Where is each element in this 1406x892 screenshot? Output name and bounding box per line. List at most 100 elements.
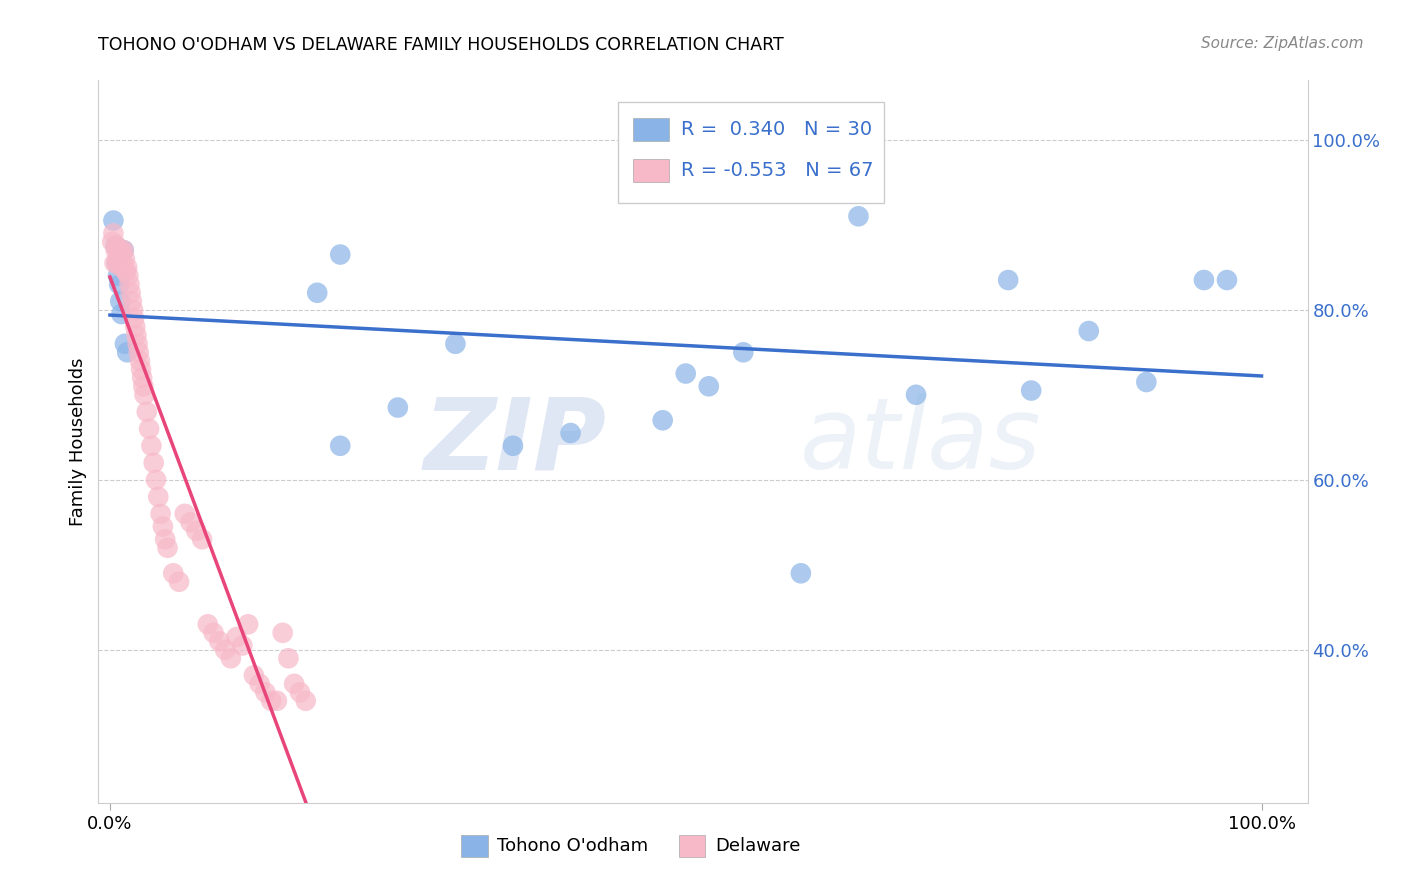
Point (167, 574, 190, 589)
Point (103, 227, 125, 241)
Point (135, 405, 157, 419)
Point (254, 685, 277, 699)
Point (114, 336, 136, 351)
Point (288, 685, 311, 699)
FancyBboxPatch shape (619, 102, 884, 203)
Point (105, 256, 128, 270)
Point (108, 256, 131, 270)
Point (180, 516, 202, 530)
Point (104, 239, 127, 253)
Point (329, 439, 352, 453)
Point (266, 694, 288, 708)
Point (997, 273, 1019, 287)
Bar (461, 835, 488, 857)
Point (124, 319, 146, 334)
Point (110, 307, 132, 321)
Point (214, 642, 236, 657)
Point (243, 668, 266, 682)
Point (125, 328, 148, 343)
Point (110, 244, 132, 258)
Text: ZIP: ZIP (423, 393, 606, 490)
Point (114, 252, 136, 266)
Point (148, 490, 170, 504)
Point (103, 213, 125, 227)
Text: R =  0.340   N = 30: R = 0.340 N = 30 (682, 120, 872, 139)
Point (225, 630, 247, 644)
Point (675, 367, 697, 381)
Text: Tohono O'odham: Tohono O'odham (498, 838, 648, 855)
Point (790, 566, 813, 581)
Point (329, 247, 352, 261)
Point (1135, 375, 1157, 389)
Point (848, 209, 870, 223)
Point (294, 694, 316, 708)
Point (110, 260, 132, 275)
Point (105, 256, 128, 270)
Point (128, 345, 150, 359)
Point (152, 519, 174, 533)
Point (112, 244, 135, 258)
Point (107, 268, 129, 283)
Point (120, 285, 142, 300)
Point (208, 634, 231, 648)
Point (1077, 324, 1099, 338)
Point (1019, 384, 1042, 398)
Point (231, 639, 253, 653)
Bar (633, 159, 669, 182)
Point (107, 244, 129, 258)
Point (186, 524, 208, 538)
Point (145, 473, 167, 487)
Bar (679, 835, 706, 857)
Point (271, 625, 294, 640)
Point (197, 617, 219, 632)
Point (202, 625, 225, 640)
Point (117, 268, 139, 283)
Point (697, 379, 720, 393)
Point (155, 533, 177, 547)
Point (141, 439, 163, 453)
Point (108, 244, 131, 258)
Point (173, 507, 195, 521)
Point (219, 651, 242, 665)
Point (112, 244, 135, 258)
Point (149, 507, 172, 521)
Point (111, 256, 134, 270)
Point (110, 294, 132, 309)
Point (132, 379, 155, 393)
Point (101, 235, 124, 249)
Point (1192, 273, 1215, 287)
Point (134, 388, 156, 402)
Point (162, 566, 184, 581)
Point (122, 302, 145, 317)
Point (115, 264, 138, 278)
Point (115, 345, 138, 359)
Point (103, 256, 125, 270)
Point (128, 353, 150, 368)
Point (502, 439, 524, 453)
Point (115, 260, 138, 275)
Point (131, 371, 153, 385)
Point (156, 541, 179, 555)
Point (260, 694, 283, 708)
Point (138, 422, 160, 436)
Bar (633, 118, 669, 141)
Point (651, 413, 673, 427)
Text: Source: ZipAtlas.com: Source: ZipAtlas.com (1201, 36, 1364, 51)
Point (108, 277, 131, 292)
Point (122, 311, 145, 326)
Point (121, 294, 143, 309)
Point (142, 456, 165, 470)
Point (118, 277, 141, 292)
Point (733, 345, 755, 359)
Point (277, 651, 299, 665)
Point (249, 677, 271, 691)
Point (307, 285, 329, 300)
Point (127, 336, 149, 351)
Point (387, 401, 409, 415)
Point (236, 617, 259, 632)
Point (107, 256, 129, 270)
Point (560, 425, 582, 440)
Point (129, 362, 152, 376)
Point (1216, 273, 1239, 287)
Point (110, 252, 132, 266)
